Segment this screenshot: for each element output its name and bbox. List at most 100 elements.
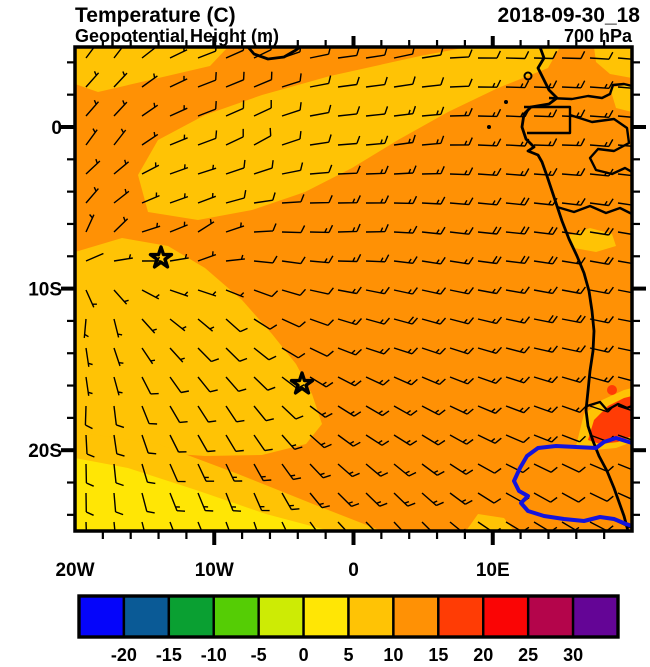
wind-barb bbox=[365, 434, 390, 446]
wind-barb bbox=[421, 521, 437, 531]
wind-barb bbox=[449, 49, 473, 59]
wind-barb bbox=[85, 376, 93, 396]
wind-barb bbox=[393, 316, 419, 325]
island-dot bbox=[487, 125, 491, 129]
wind-barb bbox=[617, 57, 632, 60]
map-clip-group bbox=[75, 47, 632, 531]
wind-barb bbox=[309, 463, 331, 479]
wind-barb bbox=[113, 521, 116, 531]
wind-barb bbox=[533, 80, 558, 89]
wind-barb bbox=[337, 135, 361, 146]
wind-barb bbox=[449, 376, 474, 385]
wind-barb bbox=[197, 130, 218, 146]
wind-barb bbox=[281, 225, 306, 234]
wind-barb bbox=[113, 434, 125, 457]
wind-barb bbox=[309, 492, 330, 509]
wind-barb bbox=[533, 226, 558, 235]
wind-barb bbox=[309, 287, 334, 295]
wind-barb bbox=[85, 158, 101, 175]
temperature-shade-region bbox=[75, 458, 330, 531]
wind-barb bbox=[365, 347, 391, 355]
x-tick-label: 0 bbox=[348, 560, 359, 581]
wind-barb bbox=[561, 138, 586, 147]
wind-barb bbox=[281, 162, 304, 175]
colorbar-cell bbox=[167, 594, 215, 639]
wind-barb bbox=[505, 376, 531, 384]
wind-barb bbox=[197, 289, 217, 297]
wind-barb bbox=[393, 434, 418, 446]
height-contour-line bbox=[512, 436, 632, 528]
x-tick-label: 20W bbox=[55, 560, 94, 581]
wind-barb bbox=[253, 521, 258, 531]
wind-barb bbox=[421, 106, 445, 117]
colorbar-cell bbox=[257, 594, 305, 639]
wind-barb bbox=[533, 492, 558, 503]
wind-barb bbox=[85, 289, 97, 308]
wind-barb bbox=[365, 405, 390, 417]
wind-barb bbox=[225, 189, 247, 204]
wind-barb bbox=[421, 405, 446, 416]
wind-barb bbox=[141, 289, 160, 300]
wind-barb bbox=[141, 131, 159, 146]
wind-barb bbox=[533, 167, 558, 176]
country-border bbox=[548, 82, 632, 101]
colorbar-frame bbox=[77, 594, 620, 639]
wind-barb bbox=[197, 318, 215, 332]
colorbar-tick-label: -5 bbox=[251, 645, 267, 665]
wind-barb bbox=[477, 79, 502, 88]
wind-barb bbox=[113, 318, 123, 338]
wind-barb bbox=[365, 492, 388, 507]
wind-barb bbox=[617, 86, 632, 89]
wind-barb bbox=[309, 318, 334, 327]
axes: 20W 10W 0 10E 0 10S 20S bbox=[28, 36, 646, 581]
wind-barb bbox=[421, 317, 447, 325]
wind-barb bbox=[421, 463, 445, 476]
wind-barb bbox=[225, 47, 245, 59]
temperature-shade-region bbox=[75, 238, 322, 456]
wind-barb bbox=[197, 347, 220, 363]
wind-barb bbox=[169, 376, 190, 394]
coastline bbox=[246, 47, 301, 61]
wind-barb bbox=[113, 405, 125, 429]
wind-barb bbox=[533, 109, 558, 118]
wind-barb bbox=[309, 75, 332, 88]
coastline bbox=[520, 47, 630, 531]
colorbar-tick-label: -15 bbox=[156, 645, 182, 665]
wind-barb bbox=[477, 286, 502, 295]
wind-barb bbox=[617, 492, 632, 501]
wind-barb bbox=[421, 376, 446, 386]
wind-barb bbox=[561, 345, 586, 353]
wind-barb bbox=[141, 521, 146, 531]
wind-barb bbox=[85, 99, 100, 117]
wind-barb bbox=[197, 405, 217, 423]
wind-barb bbox=[617, 202, 632, 206]
wind-barb bbox=[169, 253, 189, 262]
wind-barb bbox=[281, 347, 306, 359]
wind-barb bbox=[505, 80, 530, 89]
wind-barb bbox=[505, 255, 530, 264]
wind-barb bbox=[589, 492, 614, 502]
wind-barb bbox=[84, 405, 93, 430]
wind-barb bbox=[449, 405, 474, 415]
colorbar-cell bbox=[571, 594, 620, 639]
wind-barb bbox=[113, 376, 123, 396]
wind-barb bbox=[281, 405, 304, 420]
wind-barb bbox=[589, 286, 614, 295]
wind-barb bbox=[449, 492, 473, 505]
wind-barb bbox=[141, 405, 158, 425]
colorbar-cell bbox=[77, 594, 126, 639]
wind-barb bbox=[393, 165, 417, 175]
colorbar-tick-label: -20 bbox=[111, 645, 137, 665]
wind-barb bbox=[197, 463, 215, 482]
wind-barb bbox=[253, 434, 273, 452]
wind-barb bbox=[197, 72, 217, 88]
wind-barb bbox=[365, 286, 390, 295]
colorbar-tick-label: 30 bbox=[563, 645, 583, 665]
wind-barb bbox=[253, 100, 272, 117]
wind-barb bbox=[225, 289, 245, 298]
wind-barb bbox=[309, 195, 333, 204]
wind-barb bbox=[253, 318, 278, 330]
wind-barb bbox=[169, 105, 188, 117]
wind-barb bbox=[225, 222, 245, 233]
colorbar-cell bbox=[302, 594, 350, 639]
